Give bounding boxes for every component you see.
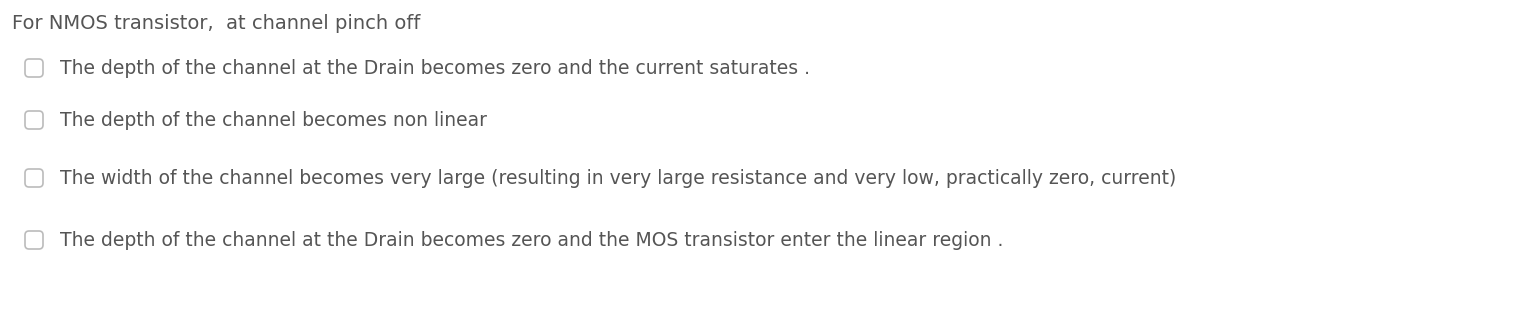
FancyBboxPatch shape: [26, 231, 42, 249]
FancyBboxPatch shape: [26, 169, 42, 187]
FancyBboxPatch shape: [26, 111, 42, 129]
Text: The depth of the channel at the Drain becomes zero and the current saturates .: The depth of the channel at the Drain be…: [61, 58, 810, 78]
Text: For NMOS transistor,  at channel pinch off: For NMOS transistor, at channel pinch of…: [12, 14, 421, 33]
Text: The width of the channel becomes very large (resulting in very large resistance : The width of the channel becomes very la…: [61, 168, 1176, 188]
Text: The depth of the channel becomes non linear: The depth of the channel becomes non lin…: [61, 110, 488, 130]
Text: The depth of the channel at the Drain becomes zero and the MOS transistor enter : The depth of the channel at the Drain be…: [61, 231, 1004, 249]
FancyBboxPatch shape: [26, 59, 42, 77]
